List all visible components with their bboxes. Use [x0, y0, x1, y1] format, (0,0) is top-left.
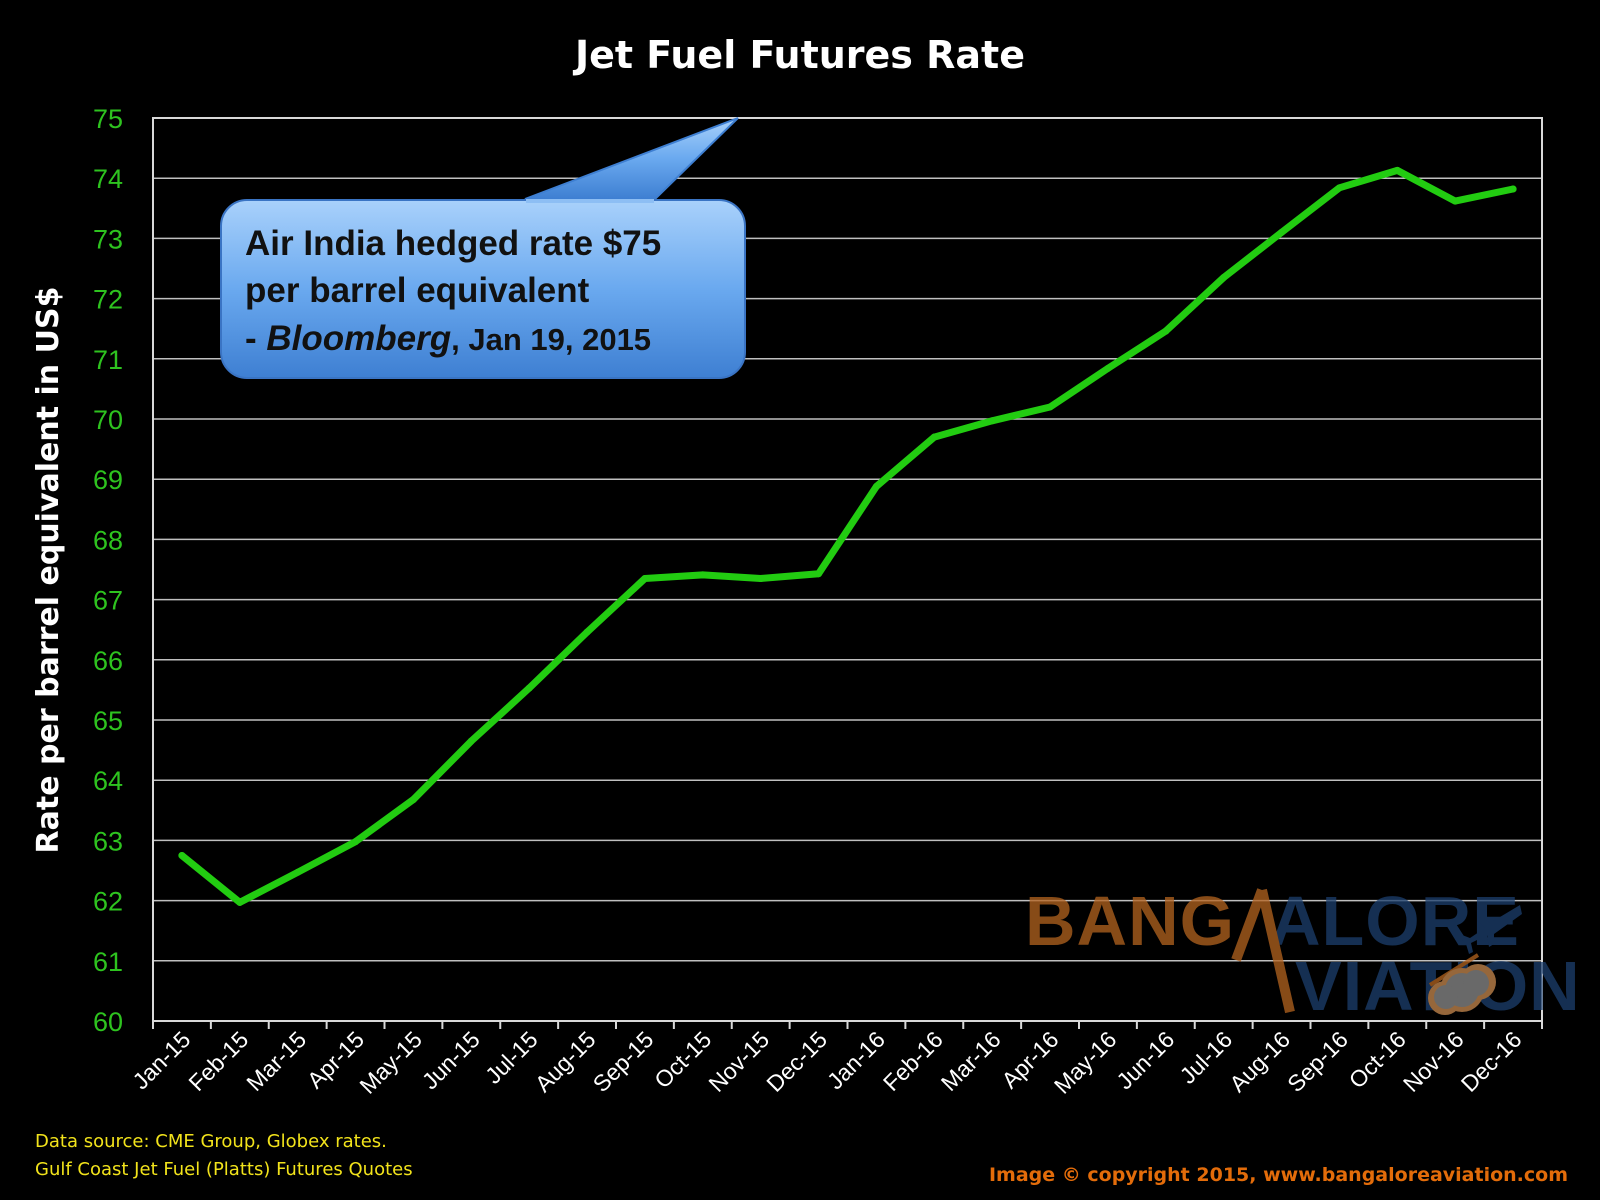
copyright-note: Image © copyright 2015, www.bangaloreavi…: [989, 1164, 1568, 1186]
data-point-mar-16: [988, 417, 996, 425]
x-tick-label: Dec-15: [761, 1026, 832, 1097]
callout-prefix: -: [245, 319, 266, 358]
y-tick-label: 68: [93, 525, 123, 555]
y-tick-label: 74: [93, 164, 123, 194]
y-tick-label: 75: [93, 104, 123, 134]
x-tick-label: Sep-15: [588, 1026, 659, 1097]
y-tick-label: 73: [93, 224, 123, 254]
data-point-dec-15: [815, 570, 823, 578]
source-note-line-2: Gulf Coast Jet Fuel (Platts) Futures Quo…: [35, 1159, 413, 1180]
y-tick-label: 64: [93, 766, 123, 796]
x-axis-ticks: Jan-15Feb-15Mar-15Apr-15May-15Jun-15Jul-…: [127, 1021, 1543, 1099]
x-tick-label: Oct-15: [649, 1026, 716, 1093]
y-tick-label: 72: [93, 285, 123, 315]
y-tick-label: 60: [93, 1007, 123, 1037]
y-tick-label: 62: [93, 887, 123, 917]
svg-text:BANG: BANG: [1025, 882, 1235, 960]
data-point-aug-15: [583, 628, 591, 636]
data-point-may-15: [409, 795, 417, 803]
chart-title: Jet Fuel Futures Rate: [572, 33, 1025, 77]
data-point-oct-15: [699, 571, 707, 579]
series-line: [178, 166, 1517, 906]
callout-date: , Jan 19, 2015: [451, 322, 651, 357]
data-point-jun-16: [1162, 327, 1170, 335]
callout-source: Bloomberg: [266, 319, 451, 358]
data-point-sep-15: [641, 575, 649, 583]
data-point-apr-16: [1046, 403, 1054, 411]
y-tick-label: 67: [93, 586, 123, 616]
x-tick-label: Aug-15: [530, 1026, 601, 1097]
data-point-feb-15: [236, 898, 244, 906]
y-axis-label: Rate per barrel equivalent in US$: [31, 287, 66, 854]
x-tick-label: Jan-15: [127, 1026, 195, 1094]
x-tick-label: Mar-16: [936, 1026, 1006, 1096]
x-tick-label: Feb-16: [878, 1026, 948, 1096]
data-point-sep-16: [1335, 184, 1343, 192]
y-tick-label: 70: [93, 405, 123, 435]
x-tick-label: Oct-16: [1344, 1026, 1411, 1093]
x-tick-label: Jan-16: [822, 1026, 890, 1094]
callout-line-1: Air India hedged rate $75: [245, 224, 661, 263]
x-tick-label: May-16: [1049, 1026, 1122, 1099]
x-tick-label: Aug-16: [1224, 1026, 1295, 1097]
y-tick-label: 71: [93, 345, 123, 375]
hedged-rate-callout: Air India hedged rate $75 per barrel equ…: [220, 117, 746, 379]
data-point-jun-15: [467, 737, 475, 745]
y-tick-label: 69: [93, 465, 123, 495]
data-point-may-16: [1104, 364, 1112, 372]
y-tick-label: 61: [93, 947, 123, 977]
data-point-jan-16: [872, 482, 880, 490]
x-tick-label: Nov-16: [1398, 1026, 1469, 1097]
y-tick-label: 66: [93, 646, 123, 676]
x-tick-label: Sep-16: [1282, 1026, 1353, 1097]
data-point-jul-15: [525, 684, 533, 692]
data-point-feb-16: [930, 433, 938, 441]
data-point-oct-16: [1393, 166, 1401, 174]
x-tick-label: Mar-15: [241, 1026, 311, 1096]
svg-text:ALORE: ALORE: [1270, 882, 1520, 960]
data-point-nov-16: [1451, 197, 1459, 205]
data-point-apr-15: [352, 838, 360, 846]
series-points: [178, 166, 1517, 906]
x-tick-label: Jun-15: [417, 1026, 485, 1094]
source-note-line-1: Data source: CME Group, Globex rates.: [35, 1131, 387, 1152]
data-point-jan-15: [178, 851, 186, 859]
y-tick-label: 65: [93, 706, 123, 736]
x-tick-label: Feb-15: [183, 1026, 253, 1096]
data-point-aug-16: [1278, 228, 1286, 236]
data-point-mar-15: [294, 868, 302, 876]
y-axis-ticks: 60 61 62 63 64 65 66 67 68 69 70 71 72 73 74 75: [93, 104, 123, 1037]
x-tick-label: Dec-16: [1456, 1026, 1527, 1097]
x-tick-label: Jun-16: [1111, 1026, 1179, 1094]
data-point-jul-16: [1220, 274, 1228, 282]
x-tick-label: Nov-15: [703, 1026, 774, 1097]
y-tick-label: 63: [93, 826, 123, 856]
data-point-dec-16: [1509, 185, 1517, 193]
callout-line-2: per barrel equivalent: [245, 271, 590, 310]
callout-line-3: - Bloomberg, Jan 19, 2015: [245, 319, 651, 358]
data-point-nov-15: [757, 575, 765, 583]
x-tick-label: May-15: [354, 1026, 427, 1099]
bangalore-aviation-logo: BANG ALORE VIATION: [1025, 882, 1580, 1025]
